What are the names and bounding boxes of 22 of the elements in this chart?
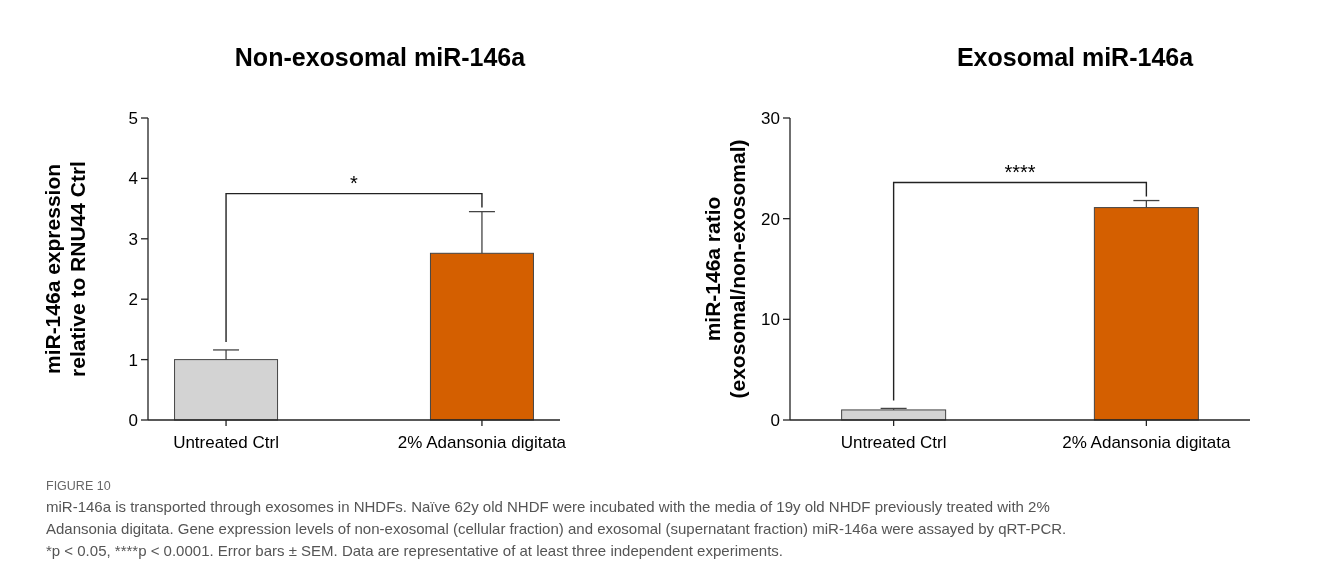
y-tick-label: 3 xyxy=(128,229,138,249)
y-tick-label: 0 xyxy=(770,410,780,430)
annotation: * xyxy=(350,171,359,194)
text: miR-146a is transported through exosomes in NHDFs. Naïve 62y old NHDF were incubated with the media of 19y old NHDF previously treated with 2% Adansonia digitata. Gene expression levels of non-exosomal (cellular fraction) and exosomal (supernatant fraction) miR-146a were assayed by qRT-PCR. *p < 0.05, ****p < 0.0001. Error bars ± SEM. Data are representative of at least three independent experiments. xyxy=(46,498,1067,559)
y-tick-label: 10 xyxy=(761,310,780,330)
y-tick-label: 4 xyxy=(128,169,138,189)
x-tick-label: Untreated Ctrl xyxy=(173,433,279,452)
y-tick-label: 0 xyxy=(128,410,138,430)
y-tick-label: 20 xyxy=(761,209,780,229)
y-tick-label: 1 xyxy=(128,350,138,370)
y-tick-label: 5 xyxy=(128,108,138,128)
x-tick-label: 2% Adansonia digitata xyxy=(1062,433,1232,452)
caption: FIGURE 10 xyxy=(46,479,111,493)
y-tick-label: 30 xyxy=(761,108,780,128)
chart-title: Non-exosomal miR-146a xyxy=(234,43,527,71)
x-tick-label: 2% Adansonia digitata xyxy=(397,433,567,452)
x-tick-label: Untreated Ctrl xyxy=(840,433,947,452)
annotation: **** xyxy=(1004,160,1036,183)
y-axis-title: miR-146a ratio (exosomal/non-exosomal) xyxy=(701,139,749,399)
chart-title: Exosomal miR-146a xyxy=(956,43,1195,71)
y-axis-title: miR-146a expression relative to RNU44 Ctrl xyxy=(41,161,89,377)
y-tick-label: 2 xyxy=(128,290,138,310)
